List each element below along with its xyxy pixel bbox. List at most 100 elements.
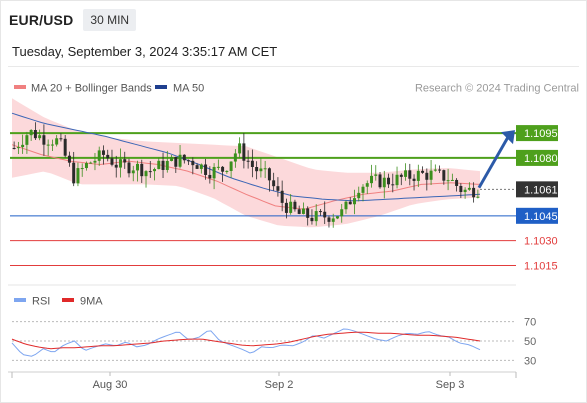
candle-body [195, 165, 199, 169]
candle-body [221, 166, 225, 172]
candle-body [412, 178, 416, 181]
rsi-legend: RSI 9MA [14, 296, 103, 308]
candle-body [459, 185, 463, 193]
candle-body [293, 201, 297, 210]
timeframe-badge[interactable]: 30 MIN [83, 9, 137, 31]
candle-body [89, 162, 93, 164]
candle-body [80, 168, 84, 170]
level-tag-text-1.1061: 1.1061 [524, 184, 558, 196]
candle-body [331, 218, 335, 222]
candle-body [106, 154, 110, 159]
candle-body [472, 187, 476, 198]
datetime-label: Tuesday, September 3, 2024 3:35:17 AM CE… [12, 44, 278, 59]
candle-body [340, 209, 344, 217]
candle-body [408, 170, 412, 179]
rsi-line [11, 328, 481, 357]
candle-body [242, 143, 246, 161]
chart-header: EUR/USD 30 MIN [9, 8, 137, 32]
candle-body [391, 184, 395, 186]
rsi-legend-swatch [14, 298, 26, 302]
rsi-tick-50: 50 [524, 336, 536, 348]
candle-body [306, 208, 310, 218]
candle-body [433, 169, 437, 171]
candle-body [25, 135, 29, 145]
level-label-1.1015: 1.1015 [524, 260, 558, 272]
level-tag-1.1061 [516, 181, 558, 198]
candle-body [374, 174, 378, 176]
level-tag-text-1.1080: 1.1080 [524, 153, 558, 165]
candle-body [191, 160, 195, 166]
candle-body [225, 170, 229, 172]
candle-body [212, 166, 216, 179]
candle-body [255, 166, 259, 172]
candle-body [72, 162, 76, 184]
candle-body [50, 144, 54, 146]
candle-body [399, 174, 403, 177]
candle-body [467, 187, 471, 190]
candle-body [114, 164, 118, 168]
candle-body [259, 168, 263, 172]
forecast-arrow-head [501, 130, 515, 145]
forecast-arrow-shaft [477, 136, 510, 189]
candle-body [67, 155, 71, 163]
candle-body [314, 211, 318, 222]
candle-body [101, 150, 105, 155]
candle-body [361, 186, 365, 193]
candle-body [131, 170, 135, 174]
candle-body [280, 190, 284, 203]
candle-body [140, 163, 144, 177]
candle-body [204, 164, 208, 175]
candle-body [16, 147, 20, 149]
candle-body [348, 201, 352, 205]
rsi-ma-legend-swatch [62, 298, 74, 302]
candle-body [55, 138, 59, 145]
candle-body [310, 217, 314, 222]
candle-body [110, 158, 114, 165]
candle-body [272, 180, 276, 187]
candle-body [29, 130, 33, 136]
candle-body [97, 150, 101, 161]
candle-body [199, 164, 203, 169]
candle-body [157, 160, 161, 170]
ma50-legend-swatch [155, 85, 167, 89]
candle-body [229, 161, 233, 171]
candle-body [301, 208, 305, 214]
ma20-legend-label: MA 20 + Bollinger Bands [31, 83, 152, 95]
candle-body [84, 163, 88, 169]
candle-body [267, 168, 271, 181]
level-label-1.1030: 1.1030 [524, 236, 558, 248]
candle-body [429, 170, 433, 180]
candle-body [344, 201, 348, 210]
x-tick-label: Sep 3 [436, 379, 465, 391]
level-tag-1.1080 [516, 149, 558, 166]
candle-body [297, 209, 301, 214]
candle-body [353, 198, 356, 205]
candle-body [178, 154, 182, 167]
x-tick-label: Aug 30 [93, 379, 128, 391]
ma20-legend-swatch [14, 85, 26, 89]
candle-body [127, 162, 131, 174]
candle-body [161, 160, 165, 170]
candle-body [318, 211, 322, 213]
candle-body [416, 170, 420, 181]
candle-body [187, 160, 191, 162]
rsi-tick-70: 70 [524, 317, 536, 329]
candle-body [250, 160, 254, 167]
candle-body [284, 202, 288, 213]
ma50-line [11, 112, 481, 202]
candle-body [357, 192, 361, 199]
rsi-ma-legend-label: 9MA [80, 296, 103, 308]
rsi-panel: 70 50 30 [11, 317, 536, 367]
candle-body [323, 211, 327, 218]
symbol-label: EUR/USD [9, 12, 74, 28]
candle-body [170, 157, 174, 161]
candle-body [463, 189, 467, 193]
candle-body [238, 143, 242, 154]
candle-body [76, 168, 80, 184]
candle-body [216, 166, 220, 168]
header-divider [8, 66, 579, 67]
level-tag-text-1.1095: 1.1095 [524, 128, 558, 140]
candle-body [93, 160, 97, 163]
candle-body [136, 163, 139, 171]
candle-body [455, 179, 459, 186]
